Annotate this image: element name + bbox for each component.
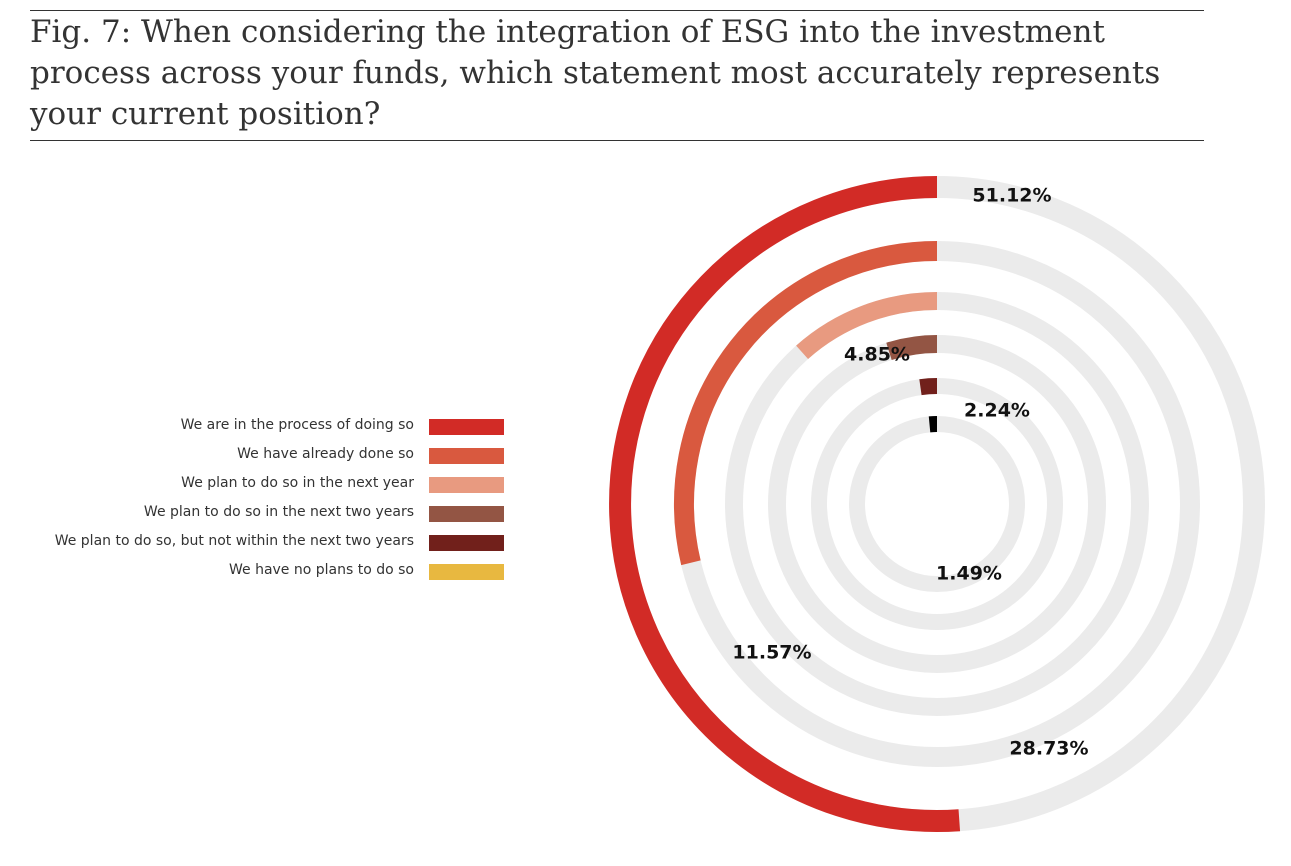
value-label: 28.73%: [1009, 738, 1088, 760]
legend-swatch: [429, 535, 504, 551]
value-label: 2.24%: [964, 400, 1030, 422]
legend-label: We plan to do so in the next year: [181, 475, 414, 491]
legend-label: We have no plans to do so: [228, 562, 414, 578]
legend-swatch: [429, 506, 504, 522]
value-label: 11.57%: [732, 642, 811, 664]
chart-title: Fig. 7: When considering the integration…: [30, 14, 1161, 132]
legend-label: We are in the process of doing so: [180, 417, 414, 433]
legend-swatch: [429, 477, 504, 493]
legend-item: We have no plans to do so: [0, 560, 510, 589]
legend-label: We plan to do so in the next two years: [143, 504, 414, 520]
value-label: 1.49%: [936, 563, 1002, 585]
legend-item: We have already done so: [0, 444, 510, 473]
legend-item: We are in the process of doing so: [0, 415, 510, 444]
value-label: 4.85%: [844, 344, 910, 366]
legend-swatch: [429, 448, 504, 464]
title-top-rule: [30, 10, 1204, 11]
title-bottom-rule: [30, 140, 1204, 141]
legend-swatch: [429, 564, 504, 580]
legend-item: We plan to do so, but not within the nex…: [0, 531, 510, 560]
value-label: 51.12%: [972, 185, 1051, 207]
ring-bar: [919, 378, 938, 396]
ring-bar: [674, 241, 938, 566]
legend-swatch: [429, 419, 504, 435]
ring-bar: [609, 176, 961, 832]
legend: We are in the process of doing so We have…: [0, 415, 510, 589]
legend-label: We have already done so: [237, 446, 414, 462]
legend-item: We plan to do so in the next year: [0, 473, 510, 502]
ring-bar: [796, 292, 938, 360]
legend-label: We plan to do so, but not within the nex…: [54, 533, 414, 549]
legend-item: We plan to do so in the next two years: [0, 502, 510, 531]
ring-bar: [886, 335, 938, 361]
ring-track: [849, 416, 1025, 592]
